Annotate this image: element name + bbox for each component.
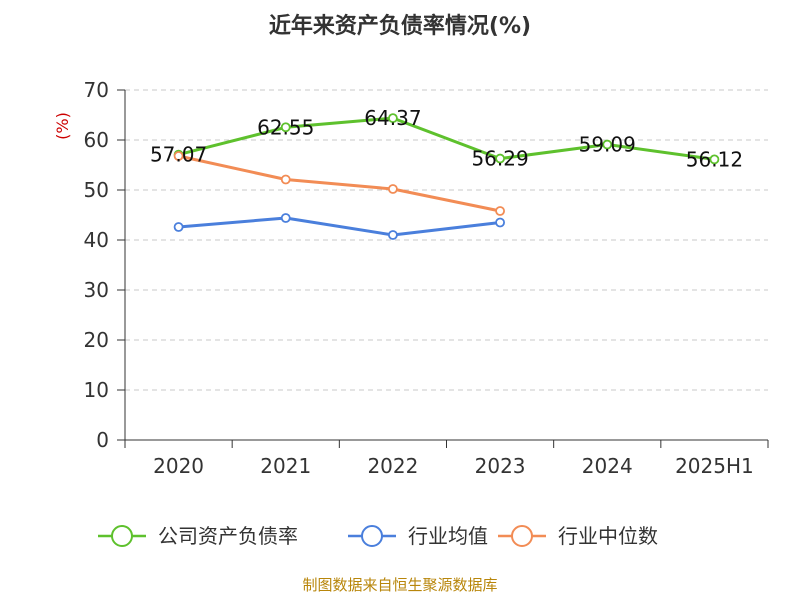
data-point bbox=[388, 184, 398, 194]
legend: 公司资产负债率 行业均值 行业中位数 bbox=[98, 524, 658, 548]
x-tick-label: 2023 bbox=[475, 454, 526, 478]
x-tick-label: 2020 bbox=[153, 454, 204, 478]
chart-title: 近年来资产负债率情况(%) bbox=[269, 13, 531, 39]
data-point bbox=[495, 217, 505, 228]
y-tick-label: 50 bbox=[84, 178, 109, 202]
y-axis-unit: (%) bbox=[53, 112, 72, 140]
legend-swatch-marker bbox=[511, 525, 533, 547]
legend-swatch-marker bbox=[361, 525, 383, 547]
data-point bbox=[173, 222, 184, 232]
series-line bbox=[178, 116, 715, 161]
series bbox=[173, 113, 720, 240]
y-tick-label: 0 bbox=[96, 428, 109, 452]
data-point bbox=[495, 153, 505, 164]
y-tick-label: 10 bbox=[84, 378, 109, 402]
data-label: 64.37 bbox=[364, 106, 421, 130]
legend-swatch-marker bbox=[111, 525, 133, 547]
data-point bbox=[388, 230, 398, 240]
data-point bbox=[602, 139, 613, 150]
x-tick-label: 2022 bbox=[367, 454, 418, 478]
x-tick-label: 2024 bbox=[582, 454, 633, 478]
legend-item: 行业中位数 bbox=[498, 524, 658, 548]
y-tick-label: 40 bbox=[84, 228, 109, 252]
y-tick-label: 70 bbox=[84, 78, 109, 102]
data-point bbox=[280, 213, 291, 223]
data-label: 62.55 bbox=[257, 115, 314, 139]
data-label: 56.12 bbox=[686, 147, 743, 171]
data-label: 56.29 bbox=[471, 147, 528, 171]
series-line bbox=[178, 154, 501, 213]
data-point bbox=[280, 122, 291, 133]
data-label: 57.07 bbox=[150, 143, 207, 167]
source-note: 制图数据来自恒生聚源数据库 bbox=[302, 576, 497, 594]
legend-label: 行业中位数 bbox=[558, 524, 658, 548]
grid bbox=[125, 89, 768, 391]
legend-item: 行业均值 bbox=[348, 524, 488, 548]
data-point bbox=[388, 113, 398, 124]
data-point bbox=[280, 174, 291, 185]
y-tick-label: 30 bbox=[84, 278, 109, 302]
axes: 0 10 20 30 40 50 60 70 2020 2021 2022 2023 2024 2025H… bbox=[84, 78, 769, 478]
legend-label: 行业均值 bbox=[408, 524, 488, 548]
y-tick-label: 60 bbox=[84, 128, 109, 152]
data-point bbox=[173, 151, 184, 161]
y-tick-label: 20 bbox=[84, 328, 109, 352]
data-point bbox=[495, 206, 505, 216]
x-tick-label: 2025H1 bbox=[675, 454, 754, 478]
legend-item: 公司资产负债率 bbox=[98, 524, 298, 548]
series-line bbox=[178, 216, 501, 237]
data-label: 59.09 bbox=[579, 133, 636, 157]
data-labels: 57.07 62.55 64.37 56.29 59.09 56.12 bbox=[150, 106, 743, 171]
legend-label: 公司资产负债率 bbox=[158, 524, 298, 548]
x-tick-label: 2021 bbox=[260, 454, 311, 478]
data-point bbox=[709, 154, 720, 165]
